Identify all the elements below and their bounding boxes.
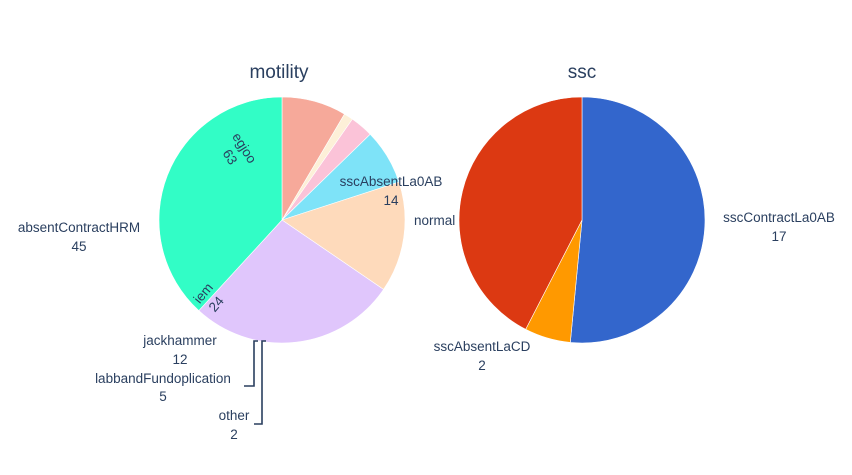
label-normal: normal bbox=[414, 213, 455, 228]
pie-slice-iem bbox=[281, 181, 406, 290]
ssc-title: ssc bbox=[568, 62, 597, 83]
value-other: 2 bbox=[230, 427, 238, 442]
value-jackhammer: 12 bbox=[172, 352, 187, 367]
label-sscAbsentLaCD: sscAbsentLaCD bbox=[434, 339, 531, 354]
leader-line-labbandFundoplication bbox=[244, 340, 258, 387]
label-jackhammer: jackhammer bbox=[142, 333, 217, 348]
pie-slice-egjoo bbox=[158, 96, 283, 312]
value-sscAbsentLaCD: 2 bbox=[478, 358, 486, 373]
value-sscContractLa0AB: 17 bbox=[771, 229, 786, 244]
value-labbandFundoplication: 5 bbox=[159, 389, 167, 404]
label-sscAbsentLa0AB: sscAbsentLa0AB bbox=[340, 174, 443, 189]
label-other: other bbox=[219, 408, 250, 423]
label-labbandFundoplication: labbandFundoplication bbox=[95, 371, 231, 386]
motility-title: motility bbox=[249, 62, 309, 83]
label-sscContractLa0AB: sscContractLa0AB bbox=[723, 210, 835, 225]
value-absentContractHRM: 45 bbox=[71, 239, 86, 254]
label-absentContractHRM: absentContractHRM bbox=[18, 220, 140, 235]
value-sscAbsentLa0AB: 14 bbox=[383, 193, 399, 208]
pie-slice-sscContractLa0AB bbox=[569, 96, 706, 344]
motility-pie bbox=[158, 96, 406, 344]
pie-slice-absentContractHRM bbox=[198, 219, 384, 344]
leader-line-other bbox=[254, 340, 266, 425]
pie-slice-normal bbox=[458, 96, 583, 330]
value-egjoo: 63 bbox=[220, 147, 241, 168]
ssc-pie bbox=[458, 96, 706, 344]
